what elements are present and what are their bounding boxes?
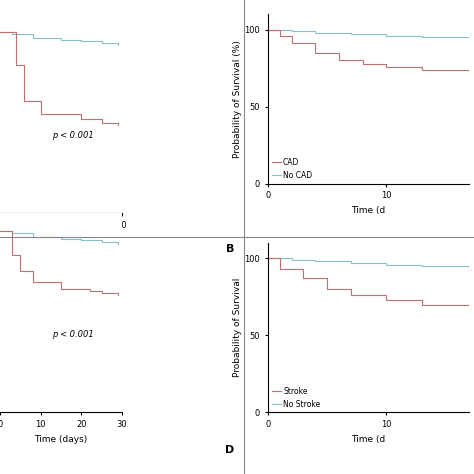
Text: p < 0.001: p < 0.001 xyxy=(52,131,94,140)
Y-axis label: Probability of Survival: Probability of Survival xyxy=(233,278,242,377)
Text: p < 0.001: p < 0.001 xyxy=(52,330,94,339)
Text: D: D xyxy=(225,445,235,455)
Y-axis label: Probability of Survival (%): Probability of Survival (%) xyxy=(233,40,242,158)
X-axis label: Time (d: Time (d xyxy=(351,435,386,444)
Legend: CAD, No CAD: CAD, No CAD xyxy=(272,158,312,180)
X-axis label: Time (days): Time (days) xyxy=(35,236,88,245)
X-axis label: Time (d: Time (d xyxy=(351,206,386,215)
Legend: Stroke, No Stroke: Stroke, No Stroke xyxy=(272,387,320,409)
X-axis label: Time (days): Time (days) xyxy=(35,435,88,444)
Text: B: B xyxy=(226,244,235,254)
